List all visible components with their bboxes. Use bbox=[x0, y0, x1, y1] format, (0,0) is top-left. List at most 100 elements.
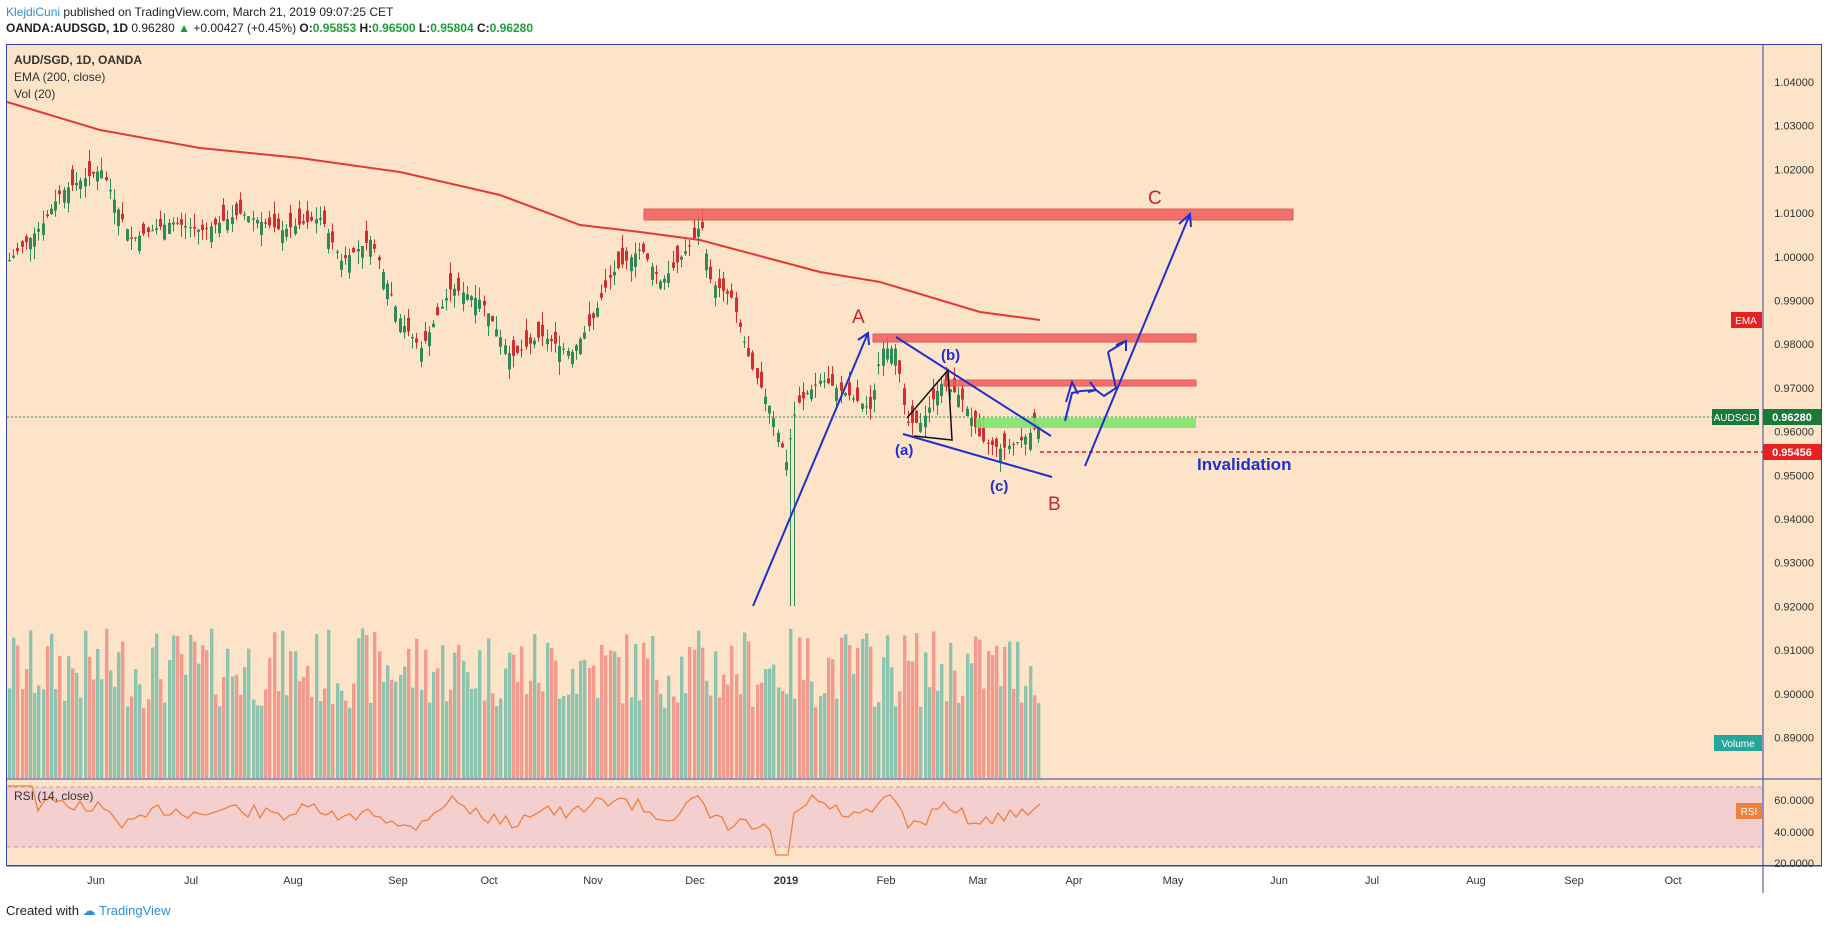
candle-body bbox=[277, 218, 280, 230]
wave-A-line[interactable] bbox=[752, 332, 869, 607]
volume-bar bbox=[512, 654, 516, 778]
legend-rsi[interactable]: RSI (14, close) bbox=[14, 789, 93, 803]
price-tick: 1.04000 bbox=[1774, 77, 1814, 89]
volume-bar bbox=[495, 706, 499, 778]
volume-bar bbox=[525, 693, 529, 778]
open-value: 0.95853 bbox=[312, 21, 357, 35]
tradingview-link[interactable]: TradingView bbox=[99, 903, 171, 918]
rsi-axis[interactable]: 60.0000 40.0000 20.0000 bbox=[1774, 795, 1814, 870]
volume-bar bbox=[172, 635, 176, 778]
volume-bar bbox=[982, 688, 986, 778]
candle-body bbox=[739, 322, 742, 327]
volume-bar bbox=[613, 651, 617, 778]
invalidation-label[interactable]: Invalidation bbox=[1197, 455, 1291, 474]
candle-body bbox=[966, 408, 969, 417]
volume-bar bbox=[869, 646, 873, 778]
volume-bar bbox=[445, 701, 449, 778]
candle-body bbox=[588, 314, 591, 327]
rsi-badge-bg bbox=[1736, 803, 1762, 819]
volume-bar bbox=[243, 667, 247, 778]
volume-bar bbox=[806, 638, 810, 778]
candle-body bbox=[604, 280, 607, 288]
candle-body bbox=[394, 306, 397, 322]
volume-bar bbox=[772, 664, 776, 778]
candle-body bbox=[894, 348, 897, 366]
sub-wave-a-label[interactable]: (a) bbox=[895, 442, 913, 459]
candle-body bbox=[936, 391, 939, 406]
candle-body bbox=[621, 247, 624, 265]
candle-body bbox=[180, 219, 183, 225]
price-axis[interactable]: 1.04000 1.03000 1.02000 1.01000 1.00000 0.990… bbox=[1774, 77, 1814, 745]
volume-bar bbox=[289, 651, 293, 778]
volume-bar bbox=[625, 634, 629, 778]
volume-bar bbox=[466, 672, 470, 778]
volume-bar bbox=[1033, 695, 1037, 778]
author-link[interactable]: KlejdiCuni bbox=[6, 5, 61, 19]
volume-bar bbox=[546, 642, 550, 778]
wedge-bottom-line[interactable] bbox=[902, 433, 1053, 478]
candle-body bbox=[512, 340, 515, 356]
candle-body bbox=[970, 418, 973, 426]
candle-body bbox=[869, 396, 872, 410]
wave-A-label[interactable]: A bbox=[852, 307, 865, 328]
volume-bar bbox=[306, 665, 310, 778]
wedge-top-line[interactable] bbox=[895, 336, 1052, 437]
volume-bar bbox=[592, 665, 596, 778]
volume-bar bbox=[520, 646, 524, 778]
candle-body bbox=[1016, 442, 1019, 444]
volume-bar bbox=[155, 633, 159, 778]
sub-wave-b-drawing[interactable] bbox=[906, 368, 953, 441]
candle-body bbox=[319, 217, 322, 220]
wave-C-label[interactable]: C bbox=[1148, 188, 1162, 209]
volume-bar bbox=[100, 679, 104, 778]
candle-body bbox=[680, 256, 683, 260]
wave-drawings[interactable] bbox=[752, 211, 1192, 607]
candle-body bbox=[462, 292, 465, 304]
volume-bar bbox=[42, 689, 46, 778]
volume-bar bbox=[235, 674, 239, 778]
sub-wave-b-label[interactable]: (b) bbox=[941, 347, 960, 364]
volume-bar bbox=[8, 688, 12, 778]
projection-arrow1-icon bbox=[1065, 379, 1079, 403]
wave-B-label[interactable]: B bbox=[1048, 494, 1061, 515]
candle-body bbox=[638, 249, 641, 251]
ema-badge: EMA bbox=[1735, 316, 1757, 327]
volume-bar bbox=[1016, 641, 1020, 778]
close-label: C: bbox=[476, 21, 490, 35]
candle-body bbox=[924, 415, 927, 428]
volume-bar bbox=[672, 696, 676, 778]
candle-body bbox=[911, 405, 914, 423]
sub-wave-c-label[interactable]: (c) bbox=[990, 478, 1008, 495]
candle-body bbox=[441, 306, 444, 309]
volume-bar bbox=[163, 702, 167, 778]
legend-vol[interactable]: Vol (20) bbox=[14, 87, 55, 101]
legend-ema[interactable]: EMA (200, close) bbox=[14, 70, 105, 84]
candle-body bbox=[323, 210, 326, 225]
candle-body bbox=[428, 332, 431, 347]
volume-bar bbox=[957, 702, 961, 778]
resistance-zone-mid[interactable] bbox=[943, 379, 1197, 387]
candle-body bbox=[508, 353, 511, 370]
volume-bar bbox=[756, 684, 760, 778]
candle-body bbox=[298, 208, 301, 225]
candle-body bbox=[168, 222, 171, 234]
candle-body bbox=[533, 340, 536, 345]
volume-bar bbox=[210, 628, 214, 778]
time-axis[interactable]: Jun Jul Aug Sep Oct Nov Dec 2019 Feb Mar Apr May Jun… bbox=[87, 875, 1681, 887]
resistance-zone-C[interactable] bbox=[643, 208, 1294, 221]
symbol-label: OANDA:AUDSGD, 1D bbox=[6, 21, 129, 35]
support-zone-green[interactable] bbox=[976, 418, 1196, 428]
legend-title[interactable]: AUD/SGD, 1D, OANDA bbox=[14, 53, 142, 67]
volume-bar bbox=[882, 657, 886, 778]
volume-bar bbox=[835, 698, 839, 778]
resistance-zone-A[interactable] bbox=[872, 333, 1197, 343]
invalidation-badge: 0.95456 bbox=[1772, 447, 1812, 459]
wave-C-line[interactable] bbox=[1084, 213, 1191, 467]
candle-body bbox=[609, 275, 612, 278]
candle-body bbox=[147, 227, 150, 233]
candle-body bbox=[126, 229, 129, 241]
volume-bar bbox=[667, 675, 671, 778]
tradingview-logo-icon[interactable]: ☁ bbox=[82, 903, 96, 918]
candle-body bbox=[210, 226, 213, 243]
